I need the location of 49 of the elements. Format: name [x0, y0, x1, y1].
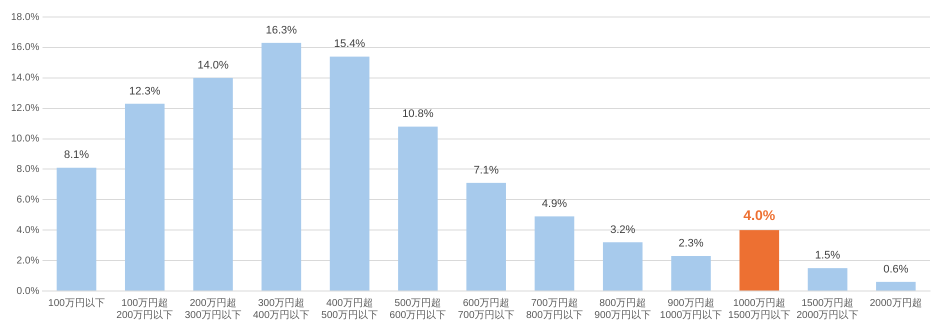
x-tick-label: 400万円超 500万円以下 [321, 296, 378, 321]
data-label: 0.6% [883, 263, 909, 276]
bar [602, 242, 643, 290]
data-label: 15.4% [334, 38, 366, 50]
bar [330, 56, 370, 290]
data-label: 4.0% [743, 206, 776, 223]
data-label: 16.3% [266, 24, 298, 36]
data-label: 14.0% [197, 59, 229, 72]
y-tick-label: 18.0% [10, 12, 40, 23]
y-tick-label: 10.0% [10, 134, 40, 145]
y-tick-label: 4.0% [16, 224, 40, 236]
bar [398, 126, 438, 290]
bar [193, 78, 233, 290]
data-label: 1.5% [815, 250, 840, 262]
data-label: 7.1% [474, 164, 499, 176]
bar [534, 216, 574, 290]
bar [466, 182, 506, 290]
x-tick-label: 1000万円超 1500万円以下 [728, 296, 790, 321]
bar [262, 42, 302, 290]
x-tick-label: 200万円超 300万円以下 [184, 296, 242, 321]
x-tick-label: 100万円超 200万円以下 [116, 296, 174, 321]
bar [808, 268, 848, 290]
x-tick-label: 300万円超 400万円以下 [252, 296, 310, 321]
data-label: 4.9% [542, 198, 568, 210]
y-tick-label: 14.0% [10, 72, 40, 84]
x-tick-label: 1500万円超 2000万円以下 [796, 296, 859, 321]
bar [740, 230, 780, 290]
x-tick-label: 2000万円超 [870, 296, 922, 309]
x-tick-label: 100万円以下 [48, 296, 105, 309]
bar [124, 104, 165, 290]
y-tick-label: 0.0% [16, 286, 40, 297]
y-tick-label: 16.0% [10, 42, 40, 54]
y-tick-label: 8.0% [16, 164, 40, 175]
x-tick-label: 900万円超 1000万円以下 [660, 296, 722, 321]
data-label: 3.2% [610, 224, 636, 236]
data-label: 12.3% [129, 85, 161, 98]
x-tick-label: 800万円超 900万円以下 [594, 296, 652, 321]
data-label: 2.3% [678, 238, 704, 250]
data-label: 8.1% [64, 149, 90, 162]
bar [876, 282, 916, 290]
y-tick-label: 12.0% [10, 103, 40, 114]
x-tick-label: 700万円超 800万円以下 [526, 296, 583, 321]
y-tick-label: 6.0% [16, 194, 40, 206]
x-tick-label: 600万円超 700万円以下 [458, 296, 515, 321]
x-tick-label: 500万円超 600万円以下 [390, 296, 446, 321]
bar [56, 168, 96, 290]
bar [671, 256, 711, 290]
y-tick-label: 2.0% [16, 255, 40, 266]
data-label: 10.8% [402, 108, 434, 120]
